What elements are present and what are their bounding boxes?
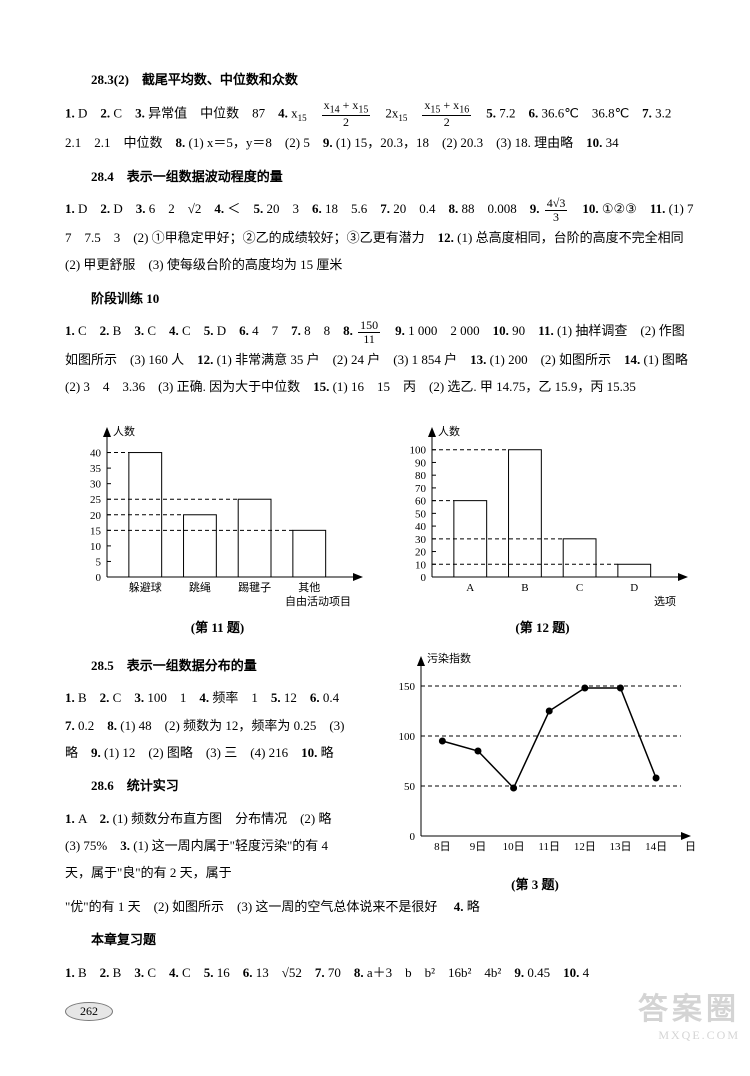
svg-text:D: D xyxy=(630,582,638,594)
watermark: 答案圈 MXQE.COM xyxy=(638,984,740,1043)
svg-text:10: 10 xyxy=(415,559,427,571)
svg-text:30: 30 xyxy=(90,478,102,490)
right-column: 0 50 100 150 污染指数 8日 9日 10日 11日 12日 13日 14日 日期 (第 3 … xyxy=(375,646,695,893)
page-number-wrap: 262 xyxy=(65,1002,695,1021)
svg-text:人数: 人数 xyxy=(113,425,135,438)
svg-text:50: 50 xyxy=(415,508,427,520)
svg-text:10: 10 xyxy=(90,540,102,552)
svg-text:0: 0 xyxy=(96,572,102,584)
page: 28.3(2) 截尾平均数、中位数和众数 1. D 2. C 3. 异常值 中位… xyxy=(0,0,750,1051)
svg-text:选项: 选项 xyxy=(654,595,676,608)
svg-text:20: 20 xyxy=(90,509,102,521)
svg-text:90: 90 xyxy=(415,457,427,469)
chart-11-box: 0 5 10 15 20 25 30 35 40 人数躲避球 跳绳 踢毽子 其他自由活动项目 (第 11… xyxy=(65,419,370,636)
watermark-big: 答案圈 xyxy=(638,984,740,1028)
svg-text:8日: 8日 xyxy=(434,841,451,853)
svg-text:B: B xyxy=(521,582,528,594)
section-body-4: 1. B 2. C 3. 100 1 4. 频率 1 5. 12 6. 0.4 … xyxy=(65,684,357,766)
s5-tail-num: 4. xyxy=(454,899,464,914)
chart-12-box: 0102030405060708090100 人数 A B C D 选项 (第 12 题) xyxy=(390,419,695,636)
section-body-5: 1. A 2. (1) 频数分布直方图 分布情况 (2) 略 (3) 75% 3… xyxy=(65,805,357,887)
svg-text:70: 70 xyxy=(415,482,427,494)
svg-text:躲避球: 躲避球 xyxy=(129,580,162,594)
svg-text:30: 30 xyxy=(415,533,427,545)
svg-text:日期: 日期 xyxy=(685,840,695,853)
svg-text:50: 50 xyxy=(404,781,416,793)
svg-text:0: 0 xyxy=(410,831,416,843)
section-title-2: 28.4 表示一组数据波动程度的量 xyxy=(65,165,695,190)
svg-text:14日: 14日 xyxy=(645,841,667,853)
chart-12-caption: (第 12 题) xyxy=(390,617,695,636)
svg-text:A: A xyxy=(466,582,474,594)
chart-3-caption: (第 3 题) xyxy=(375,874,695,893)
svg-text:C: C xyxy=(576,582,583,594)
section-body-2: 1. D 2. D 3. 6 2 √2 4. ＜ 5. 20 3 6. 18 5… xyxy=(65,195,695,278)
svg-text:20: 20 xyxy=(415,546,427,558)
chart-11-caption: (第 11 题) xyxy=(65,617,370,636)
svg-text:25: 25 xyxy=(90,494,102,506)
svg-text:人数: 人数 xyxy=(438,425,460,438)
svg-text:12日: 12日 xyxy=(574,841,596,853)
s5-tail-text: "优"的有 1 天 (2) 如图所示 (3) 这一周的空气总体说来不是很好 xyxy=(65,899,450,914)
svg-text:10日: 10日 xyxy=(503,841,525,853)
section-title-1: 28.3(2) 截尾平均数、中位数和众数 xyxy=(65,68,695,93)
svg-text:150: 150 xyxy=(399,681,416,693)
section-title-4: 28.5 表示一组数据分布的量 xyxy=(65,654,357,679)
svg-text:跳绳: 跳绳 xyxy=(189,580,211,594)
svg-text:40: 40 xyxy=(90,447,102,459)
section-body-1: 1. D 2. C 3. 异常值 中位数 87 4. x15 x14 + x15… xyxy=(65,99,695,157)
svg-text:35: 35 xyxy=(90,463,102,475)
charts-row: 0 5 10 15 20 25 30 35 40 人数躲避球 跳绳 踢毽子 其他自由活动项目 (第 11… xyxy=(65,419,695,636)
svg-text:15: 15 xyxy=(90,525,102,537)
watermark-small: MXQE.COM xyxy=(638,1028,740,1043)
svg-text:5: 5 xyxy=(96,556,102,568)
svg-text:40: 40 xyxy=(415,521,427,533)
chart-11: 0 5 10 15 20 25 30 35 40 人数躲避球 跳绳 踢毽子 其他自由活动项目 xyxy=(65,419,365,609)
svg-text:13日: 13日 xyxy=(609,841,631,853)
svg-text:污染指数: 污染指数 xyxy=(427,651,471,665)
svg-text:9日: 9日 xyxy=(470,841,487,853)
section-body-3: 1. C 2. B 3. C 4. C 5. D 6. 4 7 7. 8 8 8… xyxy=(65,317,695,400)
svg-text:11日: 11日 xyxy=(538,841,560,853)
page-number: 262 xyxy=(65,1002,113,1021)
s5-tail-after: 略 xyxy=(467,899,480,914)
section-title-3: 阶段训练 10 xyxy=(65,287,695,312)
chart-3: 0 50 100 150 污染指数 8日 9日 10日 11日 12日 13日 14日 日期 xyxy=(375,646,695,866)
svg-text:0: 0 xyxy=(421,572,427,584)
section-body-6: 1. B 2. B 3. C 4. C 5. 16 6. 13 √52 7. 7… xyxy=(65,959,695,986)
section-5-tail: "优"的有 1 天 (2) 如图所示 (3) 这一周的空气总体说来不是很好 4.… xyxy=(65,893,695,920)
svg-text:80: 80 xyxy=(415,470,427,482)
svg-text:其他: 其他 xyxy=(298,581,320,594)
svg-text:踢毽子: 踢毽子 xyxy=(238,580,271,594)
svg-text:60: 60 xyxy=(415,495,427,507)
section-title-6: 本章复习题 xyxy=(65,928,695,953)
two-column-area: 28.5 表示一组数据分布的量 1. B 2. C 3. 100 1 4. 频率… xyxy=(65,646,695,893)
section-title-5: 28.6 统计实习 xyxy=(65,774,357,799)
svg-text:100: 100 xyxy=(410,444,427,456)
chart-12: 0102030405060708090100 人数 A B C D 选项 xyxy=(390,419,690,609)
svg-text:自由活动项目: 自由活动项目 xyxy=(285,594,351,608)
left-column: 28.5 表示一组数据分布的量 1. B 2. C 3. 100 1 4. 频率… xyxy=(65,646,357,893)
svg-text:100: 100 xyxy=(399,731,416,743)
